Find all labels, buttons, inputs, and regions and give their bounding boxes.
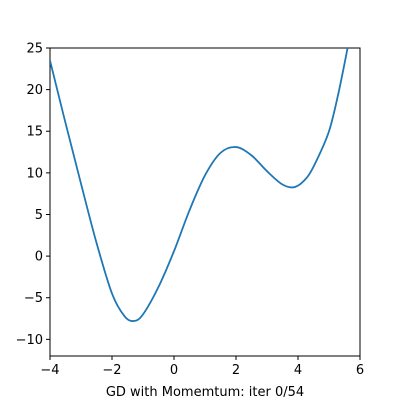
y-tick-label: 20 <box>26 83 43 98</box>
y-tick-label: 5 <box>35 208 43 223</box>
y-tick-label: −10 <box>16 333 43 348</box>
series-line <box>50 48 349 322</box>
x-tick-label: −4 <box>40 363 59 378</box>
y-tick-label: 10 <box>26 166 43 181</box>
y-tick-label: 0 <box>35 250 43 265</box>
y-tick-label: 15 <box>26 125 43 140</box>
x-tick-label: 6 <box>356 363 364 378</box>
y-tick-label: −5 <box>24 291 43 306</box>
x-tick-label: 0 <box>170 363 178 378</box>
y-tick-label: 25 <box>26 42 43 57</box>
x-axis-title: GD with Momemtum: iter 0/54 <box>106 385 304 400</box>
x-tick-label: 4 <box>294 363 302 378</box>
x-axis-ticks: −4 −2 0 2 4 6 <box>40 356 364 378</box>
x-tick-label: −2 <box>102 363 121 378</box>
x-tick-label: 2 <box>232 363 240 378</box>
axes-frame <box>49 47 361 357</box>
series-layer <box>50 48 349 322</box>
y-axis-ticks: −10 −5 0 5 10 15 20 25 <box>16 42 50 348</box>
axes-border <box>49 47 361 357</box>
